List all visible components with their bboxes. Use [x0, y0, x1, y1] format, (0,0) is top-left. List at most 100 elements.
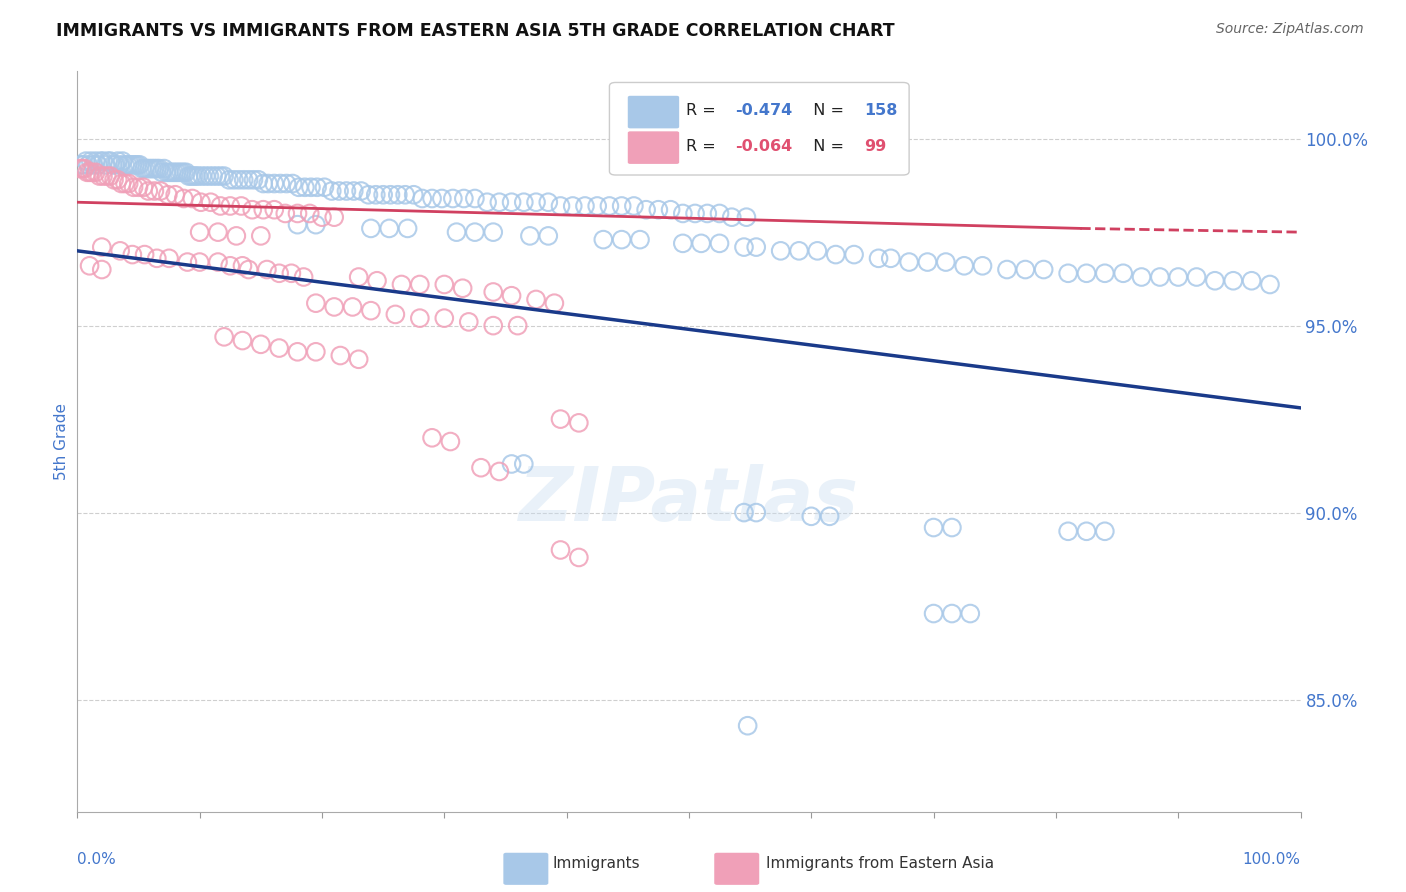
Point — [550, 199, 572, 213]
Point — [146, 161, 169, 176]
Text: R =: R = — [686, 138, 721, 153]
Point — [98, 154, 121, 169]
Point — [488, 465, 510, 479]
Point — [1130, 270, 1153, 285]
Point — [274, 206, 297, 220]
Point — [824, 247, 846, 261]
Point — [537, 228, 560, 243]
FancyBboxPatch shape — [609, 82, 910, 175]
Point — [98, 169, 121, 183]
Point — [690, 236, 713, 251]
Point — [281, 177, 304, 191]
Point — [321, 184, 343, 198]
Point — [72, 158, 94, 172]
Text: R =: R = — [686, 103, 721, 118]
Point — [430, 192, 453, 206]
Point — [111, 154, 134, 169]
Point — [384, 307, 406, 321]
Point — [898, 255, 921, 269]
Point — [806, 244, 828, 258]
Point — [420, 431, 443, 445]
Point — [82, 158, 104, 172]
Point — [475, 195, 498, 210]
Point — [537, 195, 560, 210]
Point — [1094, 524, 1116, 539]
Point — [180, 169, 202, 183]
Point — [350, 184, 373, 198]
Text: 100.0%: 100.0% — [1243, 853, 1301, 867]
Point — [202, 169, 225, 183]
Point — [972, 259, 994, 273]
Point — [457, 315, 479, 329]
Text: IMMIGRANTS VS IMMIGRANTS FROM EASTERN ASIA 5TH GRADE CORRELATION CHART: IMMIGRANTS VS IMMIGRANTS FROM EASTERN AS… — [56, 22, 894, 40]
Point — [745, 240, 768, 254]
Point — [89, 169, 111, 183]
Point — [394, 187, 416, 202]
Point — [80, 154, 103, 169]
Point — [482, 318, 505, 333]
Point — [238, 173, 260, 187]
Point — [136, 184, 159, 198]
Point — [79, 165, 101, 179]
Point — [439, 434, 461, 449]
Point — [263, 202, 285, 217]
Point — [1057, 524, 1080, 539]
Point — [464, 225, 486, 239]
Point — [737, 719, 759, 733]
Point — [263, 177, 285, 191]
Point — [409, 311, 432, 326]
Point — [91, 154, 114, 169]
Point — [121, 247, 143, 261]
Point — [636, 202, 658, 217]
Point — [1057, 266, 1080, 280]
Point — [1167, 270, 1189, 285]
Point — [103, 173, 125, 187]
Point — [174, 165, 197, 179]
Point — [188, 225, 211, 239]
Point — [610, 233, 633, 247]
Point — [299, 180, 322, 194]
Point — [880, 252, 903, 266]
Point — [941, 520, 963, 534]
Point — [228, 173, 250, 187]
Point — [96, 169, 118, 183]
Point — [131, 161, 153, 176]
Point — [380, 187, 402, 202]
Point — [167, 165, 190, 179]
Point — [107, 173, 129, 187]
Point — [574, 199, 596, 213]
Point — [73, 161, 96, 176]
Point — [561, 199, 583, 213]
Point — [269, 266, 291, 280]
Point — [917, 255, 939, 269]
Point — [402, 187, 425, 202]
Point — [134, 247, 156, 261]
Point — [800, 509, 823, 524]
Point — [91, 169, 114, 183]
Point — [696, 206, 718, 220]
Point — [959, 607, 981, 621]
Point — [647, 202, 669, 217]
Point — [97, 154, 120, 169]
Point — [941, 607, 963, 621]
Point — [1185, 270, 1208, 285]
FancyBboxPatch shape — [628, 131, 679, 164]
Point — [842, 247, 865, 261]
Point — [117, 158, 139, 172]
Point — [209, 169, 232, 183]
Point — [1240, 274, 1263, 288]
Point — [745, 506, 768, 520]
Point — [922, 520, 945, 534]
Point — [269, 341, 291, 355]
Point — [240, 202, 263, 217]
Point — [371, 187, 394, 202]
Text: 158: 158 — [863, 103, 897, 118]
Point — [177, 169, 200, 183]
Point — [149, 184, 172, 198]
Point — [219, 259, 242, 273]
Point — [464, 192, 486, 206]
Point — [138, 161, 160, 176]
Point — [451, 281, 474, 295]
Point — [146, 252, 169, 266]
Point — [311, 210, 333, 224]
